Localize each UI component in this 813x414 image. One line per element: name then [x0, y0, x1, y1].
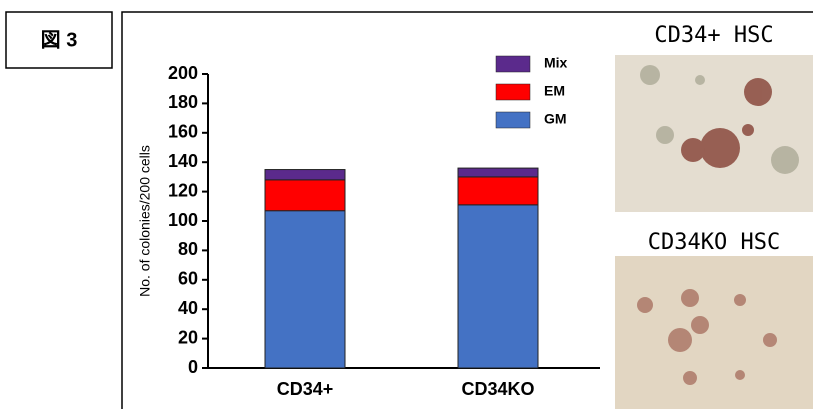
bar-segment — [458, 205, 538, 368]
bar-segment — [265, 180, 345, 211]
page: {"figure_label": "図 3", "chart_data": {"… — [0, 0, 813, 409]
y-tick-label: 0 — [188, 357, 198, 377]
bar-segment — [265, 170, 345, 180]
y-tick-label: 140 — [168, 151, 198, 171]
panel-title: CD34+ HSC — [654, 23, 773, 48]
y-tick-label: 200 — [168, 63, 198, 83]
y-tick-label: 100 — [168, 210, 198, 230]
legend-label: Mix — [544, 55, 568, 71]
legend-label: EM — [544, 83, 565, 99]
figure: 図 3 No. of colonies/200 cells CD34+ HSC … — [0, 0, 813, 409]
y-tick-label: 60 — [178, 269, 198, 289]
x-tick-label: CD34KO — [461, 379, 534, 399]
bar-segment — [458, 168, 538, 177]
bar-segment — [458, 177, 538, 205]
legend-label: GM — [544, 111, 567, 127]
photo — [615, 256, 813, 409]
y-tick-label: 80 — [178, 239, 198, 259]
legend-swatch — [496, 56, 530, 72]
y-tick-label: 120 — [168, 180, 198, 200]
bar-segment — [265, 211, 345, 368]
y-tick-label: 180 — [168, 92, 198, 112]
figure-label: 図 3 — [41, 29, 78, 51]
y-tick-label: 40 — [178, 298, 198, 318]
legend-swatch — [496, 84, 530, 100]
x-tick-label: CD34+ — [277, 379, 334, 399]
y-tick-label: 160 — [168, 122, 198, 142]
legend-swatch — [496, 112, 530, 128]
y-tick-label: 20 — [178, 327, 198, 347]
y-axis-label: No. of colonies/200 cells — [137, 145, 153, 297]
panel-title: CD34KO HSC — [648, 230, 780, 255]
